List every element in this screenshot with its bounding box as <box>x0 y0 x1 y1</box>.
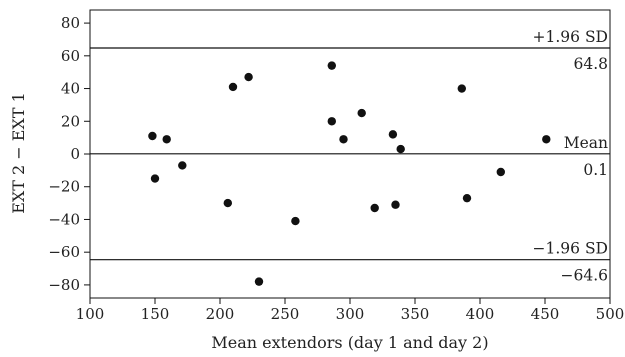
reference-line-label: Mean <box>564 134 608 152</box>
data-point <box>370 203 379 213</box>
data-points <box>148 61 551 286</box>
y-tick-label: −80 <box>48 276 80 294</box>
x-tick-label: 250 <box>271 305 300 323</box>
y-tick-label: 40 <box>61 80 80 98</box>
y-tick-label: −20 <box>48 178 80 196</box>
data-point <box>228 82 238 92</box>
reference-line-value: −64.6 <box>561 267 609 285</box>
x-tick-label: 450 <box>531 305 560 323</box>
data-point <box>223 198 232 208</box>
y-tick-label: −60 <box>48 243 80 261</box>
data-point <box>178 161 187 170</box>
y-axis-label: EXT 2 − EXT 1 <box>9 92 28 214</box>
data-point <box>150 174 160 183</box>
data-point <box>327 61 336 70</box>
x-tick-label: 200 <box>206 305 235 323</box>
reference-lines: +1.96 SD 64.8 Mean 0.1 −1.96 SD −64.6 <box>90 28 610 285</box>
data-point <box>391 200 400 209</box>
data-point <box>254 277 264 286</box>
y-tick-label: 80 <box>61 14 80 32</box>
x-axis-label: Mean extendors (day 1 and day 2) <box>211 333 488 352</box>
y-tick-label: 20 <box>61 112 80 130</box>
data-point <box>396 144 405 154</box>
data-point <box>291 216 300 226</box>
data-point <box>244 72 253 82</box>
data-point <box>496 167 505 177</box>
x-tick-label: 150 <box>141 305 170 323</box>
data-point <box>462 193 472 203</box>
data-point <box>339 135 348 144</box>
x-tick-label: 100 <box>76 305 105 323</box>
data-point <box>457 84 466 93</box>
reference-line-value: 0.1 <box>583 161 608 179</box>
data-point <box>357 108 366 118</box>
data-point <box>148 131 157 141</box>
x-tick-label: 400 <box>466 305 495 323</box>
axis-ticks: 100 150 200 250 300 350 400 450 500−80−60−40−200… <box>48 14 624 323</box>
y-tick-label: −40 <box>48 210 80 228</box>
x-tick-label: 500 <box>596 305 625 323</box>
y-tick-label: 60 <box>61 47 80 65</box>
data-point <box>388 130 398 139</box>
x-tick-label: 350 <box>401 305 430 323</box>
reference-line-value: 64.8 <box>573 55 608 73</box>
data-point <box>327 117 336 126</box>
data-point <box>162 135 171 144</box>
reference-line-label: +1.96 SD <box>533 28 608 46</box>
y-tick-label: 0 <box>70 145 80 163</box>
x-tick-label: 300 <box>336 305 365 323</box>
data-point <box>542 135 551 144</box>
reference-line-label: −1.96 SD <box>533 240 608 258</box>
